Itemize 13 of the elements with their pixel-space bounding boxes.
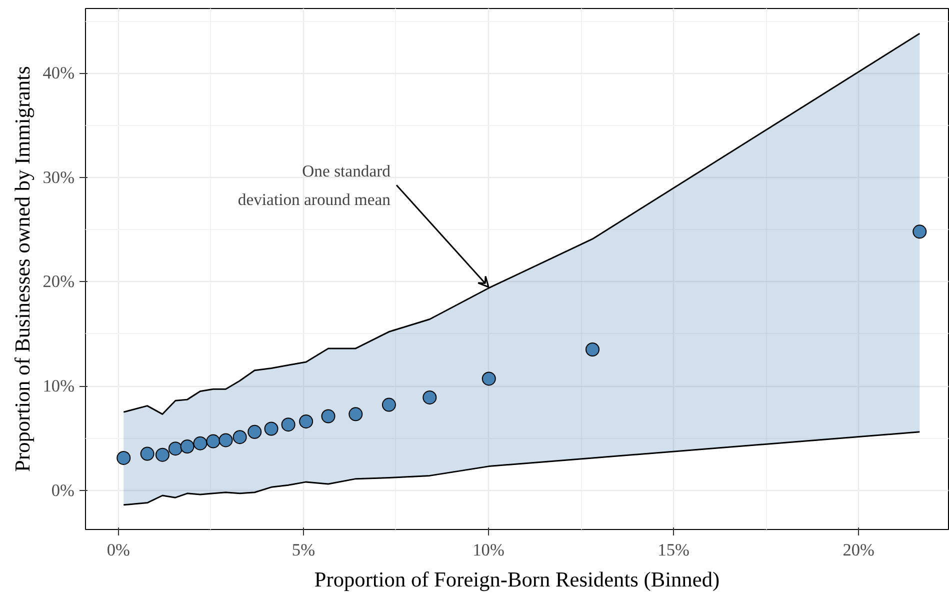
x-tick-label: 10% [472,540,504,560]
y-tick-label: 40% [42,64,75,83]
y-tick-label: 20% [42,272,75,292]
y-tick-label: 0% [51,480,75,500]
x-tick-label: 20% [842,540,874,560]
y-tick-label: 10% [42,376,75,396]
x-axis-title: Proportion of Foreign-Born Residents (Binned) [314,568,720,592]
annotation: One standard deviation around mean [238,161,392,209]
y-axis-title: Proportion of Businesses owned by Immigrants [10,66,35,472]
x-tick-label: 5% [292,540,316,560]
x-tick-label: 0% [106,540,130,560]
x-tick-label: 15% [658,540,690,560]
y-tick-label: 30% [42,168,75,187]
